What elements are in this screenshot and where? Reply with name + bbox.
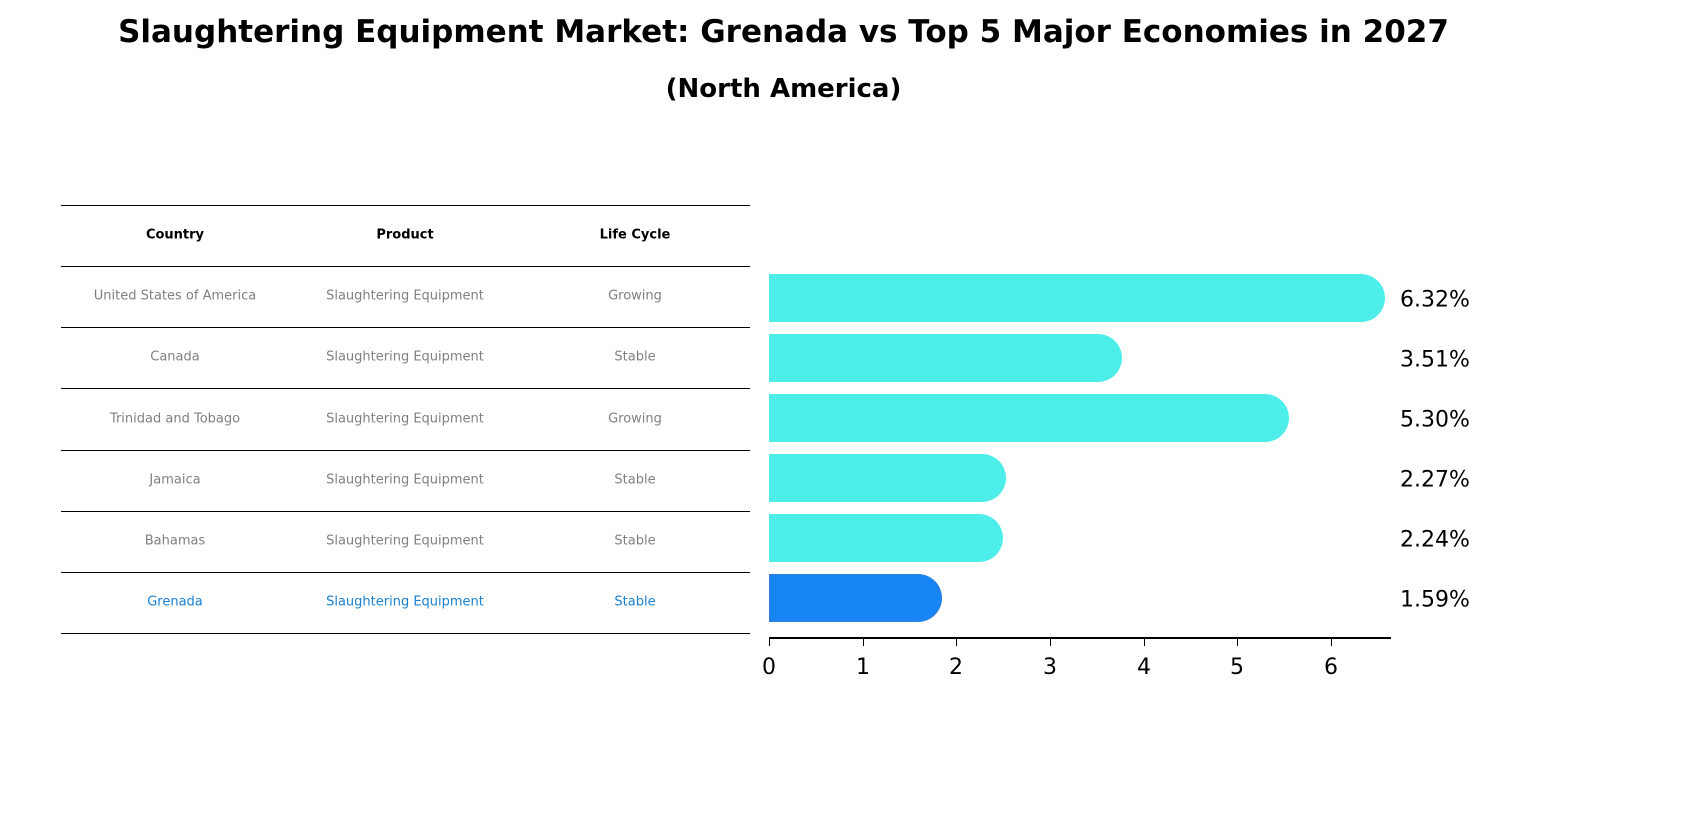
bar-highlight [769,574,942,622]
value-label: 2.24% [1400,527,1470,553]
x-tick-label: 4 [1137,655,1151,680]
table-rule [61,572,750,573]
bar [769,514,1003,562]
x-tick [956,639,957,646]
x-tick [863,639,864,646]
table-cell-country: Canada [150,349,200,365]
x-tick [1050,639,1051,646]
x-tick-label: 5 [1230,655,1244,680]
table-cell-country: Jamaica [149,472,201,488]
x-tick [1144,639,1145,646]
table-cell-country-highlight: Grenada [147,594,203,610]
x-tick-label: 6 [1324,655,1338,680]
x-tick-label: 3 [1043,655,1057,680]
chart-title: Slaughtering Equipment Market: Grenada v… [118,14,1449,50]
table-cell-life-cycle: Stable [614,533,656,549]
table-rule [61,205,750,206]
table-rule [61,266,750,267]
x-tick-label: 2 [949,655,963,680]
bar [769,334,1122,382]
bar [769,454,1006,502]
header-country: Country [145,227,205,243]
chart-subtitle: (North America) [665,74,902,104]
table-cell-product: Slaughtering Equipment [326,288,484,304]
table-cell-product: Slaughtering Equipment [326,472,484,488]
table-rule [61,450,750,451]
table-cell-country: Trinidad and Tobago [109,411,241,427]
table-rule [61,327,750,328]
bar [769,274,1385,322]
table-cell-product: Slaughtering Equipment [326,411,484,427]
value-label: 2.27% [1400,467,1470,493]
table-cell-life-cycle: Growing [608,411,662,427]
table-cell-product-highlight: Slaughtering Equipment [326,594,484,610]
bar [769,394,1290,442]
value-label: 6.32% [1400,287,1470,313]
x-tick-label: 1 [856,655,870,680]
table-rule [61,633,750,634]
x-tick [769,639,770,646]
table-cell-country: Bahamas [144,533,206,549]
table-cell-life-cycle: Growing [608,288,662,304]
table-cell-life-cycle: Stable [614,472,656,488]
table-cell-life-cycle: Stable [614,349,656,365]
x-tick [1331,639,1332,646]
table-rule [61,511,750,512]
x-axis [769,637,1391,639]
table-cell-life-cycle-highlight: Stable [614,594,656,610]
value-label: 3.51% [1400,347,1470,373]
value-label: 5.30% [1400,407,1470,433]
table-cell-product: Slaughtering Equipment [326,533,484,549]
header-product: Product [376,227,434,243]
x-tick-label: 0 [762,655,776,680]
table-rule [61,388,750,389]
x-tick [1237,639,1238,646]
table-cell-country: United States of America [93,288,257,304]
table-cell-product: Slaughtering Equipment [326,349,484,365]
value-label: 1.59% [1400,587,1470,613]
header-life-cycle: Life Cycle [599,227,671,243]
